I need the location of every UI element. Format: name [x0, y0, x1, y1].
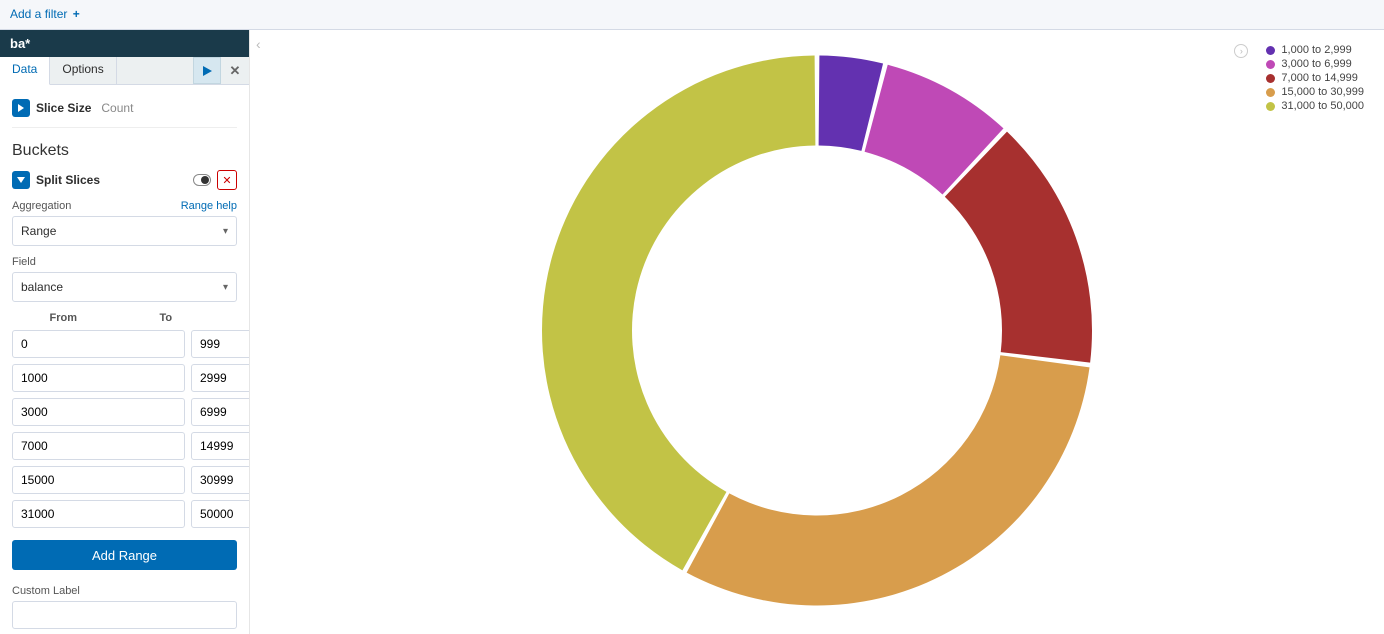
range-row: ✕ [12, 364, 237, 392]
apply-changes-button[interactable] [193, 57, 221, 84]
visualization-area: ‹ › 1,000 to 2,999 3,000 to 6,999 7,000 to… [250, 30, 1384, 634]
legend-item[interactable]: 7,000 to 14,999 [1266, 72, 1364, 84]
range-row: ✕ [12, 500, 237, 528]
range-to-input[interactable] [191, 364, 249, 392]
main-layout: ba* Data Options ✕ Slice Size Count Buck… [0, 30, 1384, 634]
legend-label: 31,000 to 50,000 [1281, 100, 1364, 112]
collapse-sidebar-button[interactable]: ‹ [256, 36, 261, 52]
split-slices-label: Split Slices [36, 173, 187, 187]
field-label: Field [12, 256, 36, 268]
field-group: Field balance ▾ [12, 256, 237, 302]
to-header: To [115, 312, 218, 324]
donut-chart [537, 51, 1097, 614]
range-row: ✕ [12, 432, 237, 460]
field-select[interactable]: balance ▾ [12, 272, 237, 302]
donut-slice[interactable] [542, 56, 815, 571]
aggregation-select[interactable]: Range ▾ [12, 216, 237, 246]
legend-label: 1,000 to 2,999 [1281, 44, 1351, 56]
bucket-toggle[interactable] [12, 171, 30, 189]
metric-agg: Count [101, 101, 133, 115]
legend-swatch [1266, 102, 1275, 111]
chevron-right-icon [17, 104, 25, 112]
donut-slice[interactable] [687, 355, 1090, 605]
index-pattern-header[interactable]: ba* [0, 30, 249, 57]
legend-item[interactable]: 15,000 to 30,999 [1266, 86, 1364, 98]
range-row: ✕ [12, 398, 237, 426]
range-row: ✕ [12, 466, 237, 494]
bucket-enable-toggle[interactable] [193, 174, 211, 186]
close-icon: ✕ [230, 63, 241, 79]
editor-sidebar: ba* Data Options ✕ Slice Size Count Buck… [0, 30, 250, 634]
field-value: balance [21, 280, 63, 294]
legend-swatch [1266, 46, 1275, 55]
range-to-input[interactable] [191, 398, 249, 426]
chevron-left-icon: ‹ [256, 36, 261, 52]
range-from-input[interactable] [12, 466, 185, 494]
custom-label-label: Custom Label [12, 585, 80, 597]
buckets-title: Buckets [12, 142, 237, 160]
from-header: From [12, 312, 115, 324]
legend-swatch [1266, 60, 1275, 69]
range-to-input[interactable] [191, 330, 249, 358]
range-row: ✕ [12, 330, 237, 358]
add-filter-link[interactable]: Add a filter + [10, 7, 80, 21]
tab-options[interactable]: Options [50, 57, 116, 84]
legend-swatch [1266, 74, 1275, 83]
range-rows: ✕ ✕ ✕ ✕ ✕ ✕ [12, 330, 237, 528]
metric-label: Slice Size [36, 101, 91, 115]
custom-label-input[interactable] [12, 601, 237, 629]
legend-item[interactable]: 3,000 to 6,999 [1266, 58, 1364, 70]
split-slices-row: Split Slices ✕ [12, 170, 237, 190]
chevron-right-icon: › [1240, 46, 1243, 56]
range-to-input[interactable] [191, 500, 249, 528]
discard-changes-button[interactable]: ✕ [221, 57, 249, 84]
metric-toggle[interactable] [12, 99, 30, 117]
range-from-input[interactable] [12, 500, 185, 528]
legend-item[interactable]: 1,000 to 2,999 [1266, 44, 1364, 56]
range-from-input[interactable] [12, 330, 185, 358]
metric-slice-size: Slice Size Count [12, 95, 237, 128]
legend-item[interactable]: 31,000 to 50,000 [1266, 100, 1364, 112]
remove-bucket-button[interactable]: ✕ [217, 170, 237, 190]
custom-label-group: Custom Label [12, 582, 237, 629]
legend-label: 15,000 to 30,999 [1281, 86, 1364, 98]
chevron-down-icon [17, 176, 25, 184]
editor-tabs: Data Options ✕ [0, 57, 249, 85]
remove-icon: ✕ [222, 174, 231, 187]
range-to-input[interactable] [191, 466, 249, 494]
plus-icon: + [73, 7, 80, 21]
range-from-input[interactable] [12, 364, 185, 392]
filter-bar: Add a filter + [0, 0, 1384, 30]
tab-data[interactable]: Data [0, 57, 50, 85]
legend-swatch [1266, 88, 1275, 97]
caret-down-icon: ▾ [223, 282, 228, 293]
range-to-input[interactable] [191, 432, 249, 460]
legend-label: 7,000 to 14,999 [1281, 72, 1357, 84]
legend-label: 3,000 to 6,999 [1281, 58, 1351, 70]
add-filter-label: Add a filter [10, 7, 67, 21]
editor-body: Slice Size Count Buckets Split Slices ✕ … [0, 85, 249, 634]
caret-down-icon: ▾ [223, 226, 228, 237]
aggregation-group: Aggregation Range help Range ▾ [12, 200, 237, 246]
legend-toggle-button[interactable]: › [1234, 44, 1248, 58]
add-range-button[interactable]: Add Range [12, 540, 237, 570]
aggregation-label: Aggregation [12, 200, 71, 212]
range-header: From To [12, 312, 237, 324]
chart-legend: › 1,000 to 2,9993,000 to 6,9997,000 to 1… [1266, 44, 1364, 114]
aggregation-value: Range [21, 224, 56, 238]
play-icon [202, 66, 212, 76]
range-from-input[interactable] [12, 398, 185, 426]
range-help-link[interactable]: Range help [181, 200, 237, 212]
range-from-input[interactable] [12, 432, 185, 460]
tabs-spacer [117, 57, 193, 84]
